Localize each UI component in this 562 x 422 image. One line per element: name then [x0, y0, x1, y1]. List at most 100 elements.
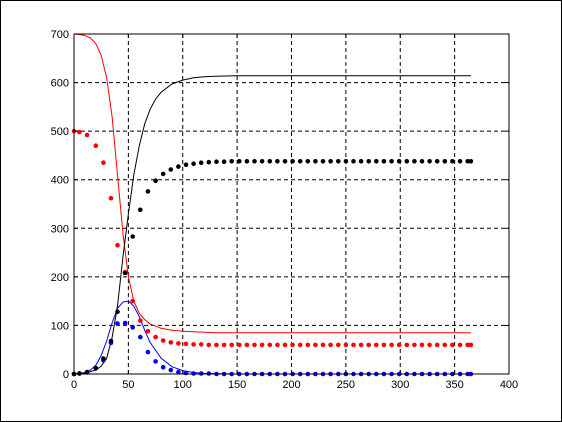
dot-susceptible-48: [434, 342, 440, 348]
dot-recovered-10: [145, 189, 151, 194]
dot-recovered-15: [183, 162, 189, 167]
dot-recovered-40: [374, 159, 379, 164]
dot-recovered-37: [351, 159, 356, 164]
dot-susceptible-13: [168, 340, 174, 345]
x-tick-label-350: 350: [445, 379, 463, 391]
dot-susceptible-42: [389, 342, 394, 348]
dot-recovered-12: [160, 171, 166, 177]
dot-recovered-38: [358, 159, 364, 164]
dot-susceptible-23: [244, 342, 250, 348]
dot-recovered-43: [396, 159, 402, 164]
dot-susceptible-49: [442, 342, 448, 348]
dot-susceptible-14: [176, 341, 181, 346]
dot-susceptible-31: [305, 342, 311, 348]
dot-recovered-9: [138, 207, 143, 213]
dot-susceptible-21: [229, 342, 234, 348]
dot-recovered-34: [328, 159, 333, 164]
x-tick-label-200: 200: [282, 379, 300, 391]
y-tick-label-100: 100: [51, 320, 69, 332]
dot-susceptible-45: [412, 342, 417, 348]
dot-recovered-30: [297, 159, 303, 164]
dot-susceptible-24: [252, 342, 257, 348]
dot-recovered-13: [168, 167, 174, 172]
dot-susceptible-51: [457, 342, 463, 348]
dot-infected-8: [130, 325, 135, 330]
dot-susceptible-4: [101, 160, 106, 165]
dot-susceptible-1: [77, 129, 82, 135]
dot-susceptible-28: [282, 342, 288, 348]
dot-recovered-29: [290, 159, 295, 164]
dot-infected-7: [122, 320, 128, 326]
dot-recovered-23: [244, 159, 250, 164]
dot-susceptible-36: [343, 342, 349, 348]
dot-recovered-42: [389, 159, 394, 164]
x-tick-label-150: 150: [228, 379, 246, 391]
dot-recovered-41: [381, 159, 387, 164]
dot-recovered-4: [101, 356, 106, 361]
dot-susceptible-37: [351, 342, 356, 348]
dot-infected-12: [160, 364, 166, 370]
dot-recovered-46: [419, 159, 425, 164]
dot-infected-14: [176, 369, 181, 375]
dot-susceptible-46: [419, 342, 425, 348]
dot-susceptible-15: [183, 341, 189, 347]
grid-lines: [74, 34, 509, 374]
line-recovered: [73, 75, 471, 375]
dot-recovered-7: [122, 270, 128, 276]
dot-susceptible-43: [396, 342, 402, 348]
dot-susceptible-40: [374, 342, 379, 348]
dot-susceptible-8: [130, 298, 135, 304]
dot-susceptible-38: [358, 342, 364, 348]
y-tick-label-0: 0: [63, 369, 69, 381]
dot-recovered-21: [229, 159, 234, 164]
line-susceptible: [73, 33, 471, 334]
dot-susceptible-11: [153, 334, 158, 340]
dot-recovered-8: [130, 234, 135, 239]
dot-susceptible-20: [221, 342, 227, 348]
dot-susceptible-6: [115, 243, 120, 248]
dot-susceptible-22: [237, 342, 242, 348]
dot-recovered-39: [366, 159, 372, 164]
dot-recovered-45: [412, 159, 417, 164]
dot-susceptible-34: [328, 342, 333, 348]
dot-recovered-3: [93, 365, 99, 371]
y-tick-label-200: 200: [51, 272, 69, 284]
dot-infected-9: [138, 334, 143, 340]
dot-susceptible-18: [206, 342, 212, 348]
dot-recovered-52: [465, 159, 471, 164]
dot-susceptible-52: [465, 342, 471, 348]
dot-susceptible-12: [160, 338, 166, 343]
dot-susceptible-33: [320, 342, 326, 348]
dot-susceptible-26: [267, 342, 273, 348]
dot-recovered-36: [343, 159, 349, 164]
dot-recovered-24: [252, 159, 257, 164]
y-tick-label-600: 600: [51, 78, 69, 90]
dot-recovered-48: [434, 159, 440, 164]
y-tick-label-400: 400: [51, 175, 69, 187]
dot-susceptible-16: [191, 342, 196, 347]
dot-recovered-33: [320, 159, 326, 164]
dot-susceptible-2: [84, 132, 90, 138]
x-tick-label-0: 0: [71, 379, 77, 391]
dot-susceptible-17: [198, 342, 204, 347]
dot-recovered-50: [450, 159, 455, 164]
x-tick-label-400: 400: [500, 379, 518, 391]
dot-recovered-19: [214, 159, 219, 164]
dot-recovered-49: [442, 159, 448, 164]
tick-labels: 0 50 100 150 200 250 300 350 400 0 100 200 300 400 500…: [51, 29, 519, 391]
dot-recovered-31: [305, 159, 311, 164]
dot-susceptible-44: [404, 342, 410, 348]
line-infected: [73, 300, 471, 375]
dots-recovered: [71, 159, 474, 377]
dot-recovered-35: [336, 159, 341, 164]
dot-recovered-6: [115, 309, 120, 315]
dot-susceptible-5: [108, 195, 114, 201]
dot-susceptible-39: [366, 342, 372, 348]
dot-recovered-28: [282, 159, 288, 164]
dot-susceptible-25: [259, 342, 265, 348]
dot-susceptible-53: [468, 342, 474, 348]
x-tick-label-100: 100: [174, 379, 192, 391]
dot-infected-10: [145, 349, 151, 355]
dot-recovered-2: [84, 369, 90, 375]
